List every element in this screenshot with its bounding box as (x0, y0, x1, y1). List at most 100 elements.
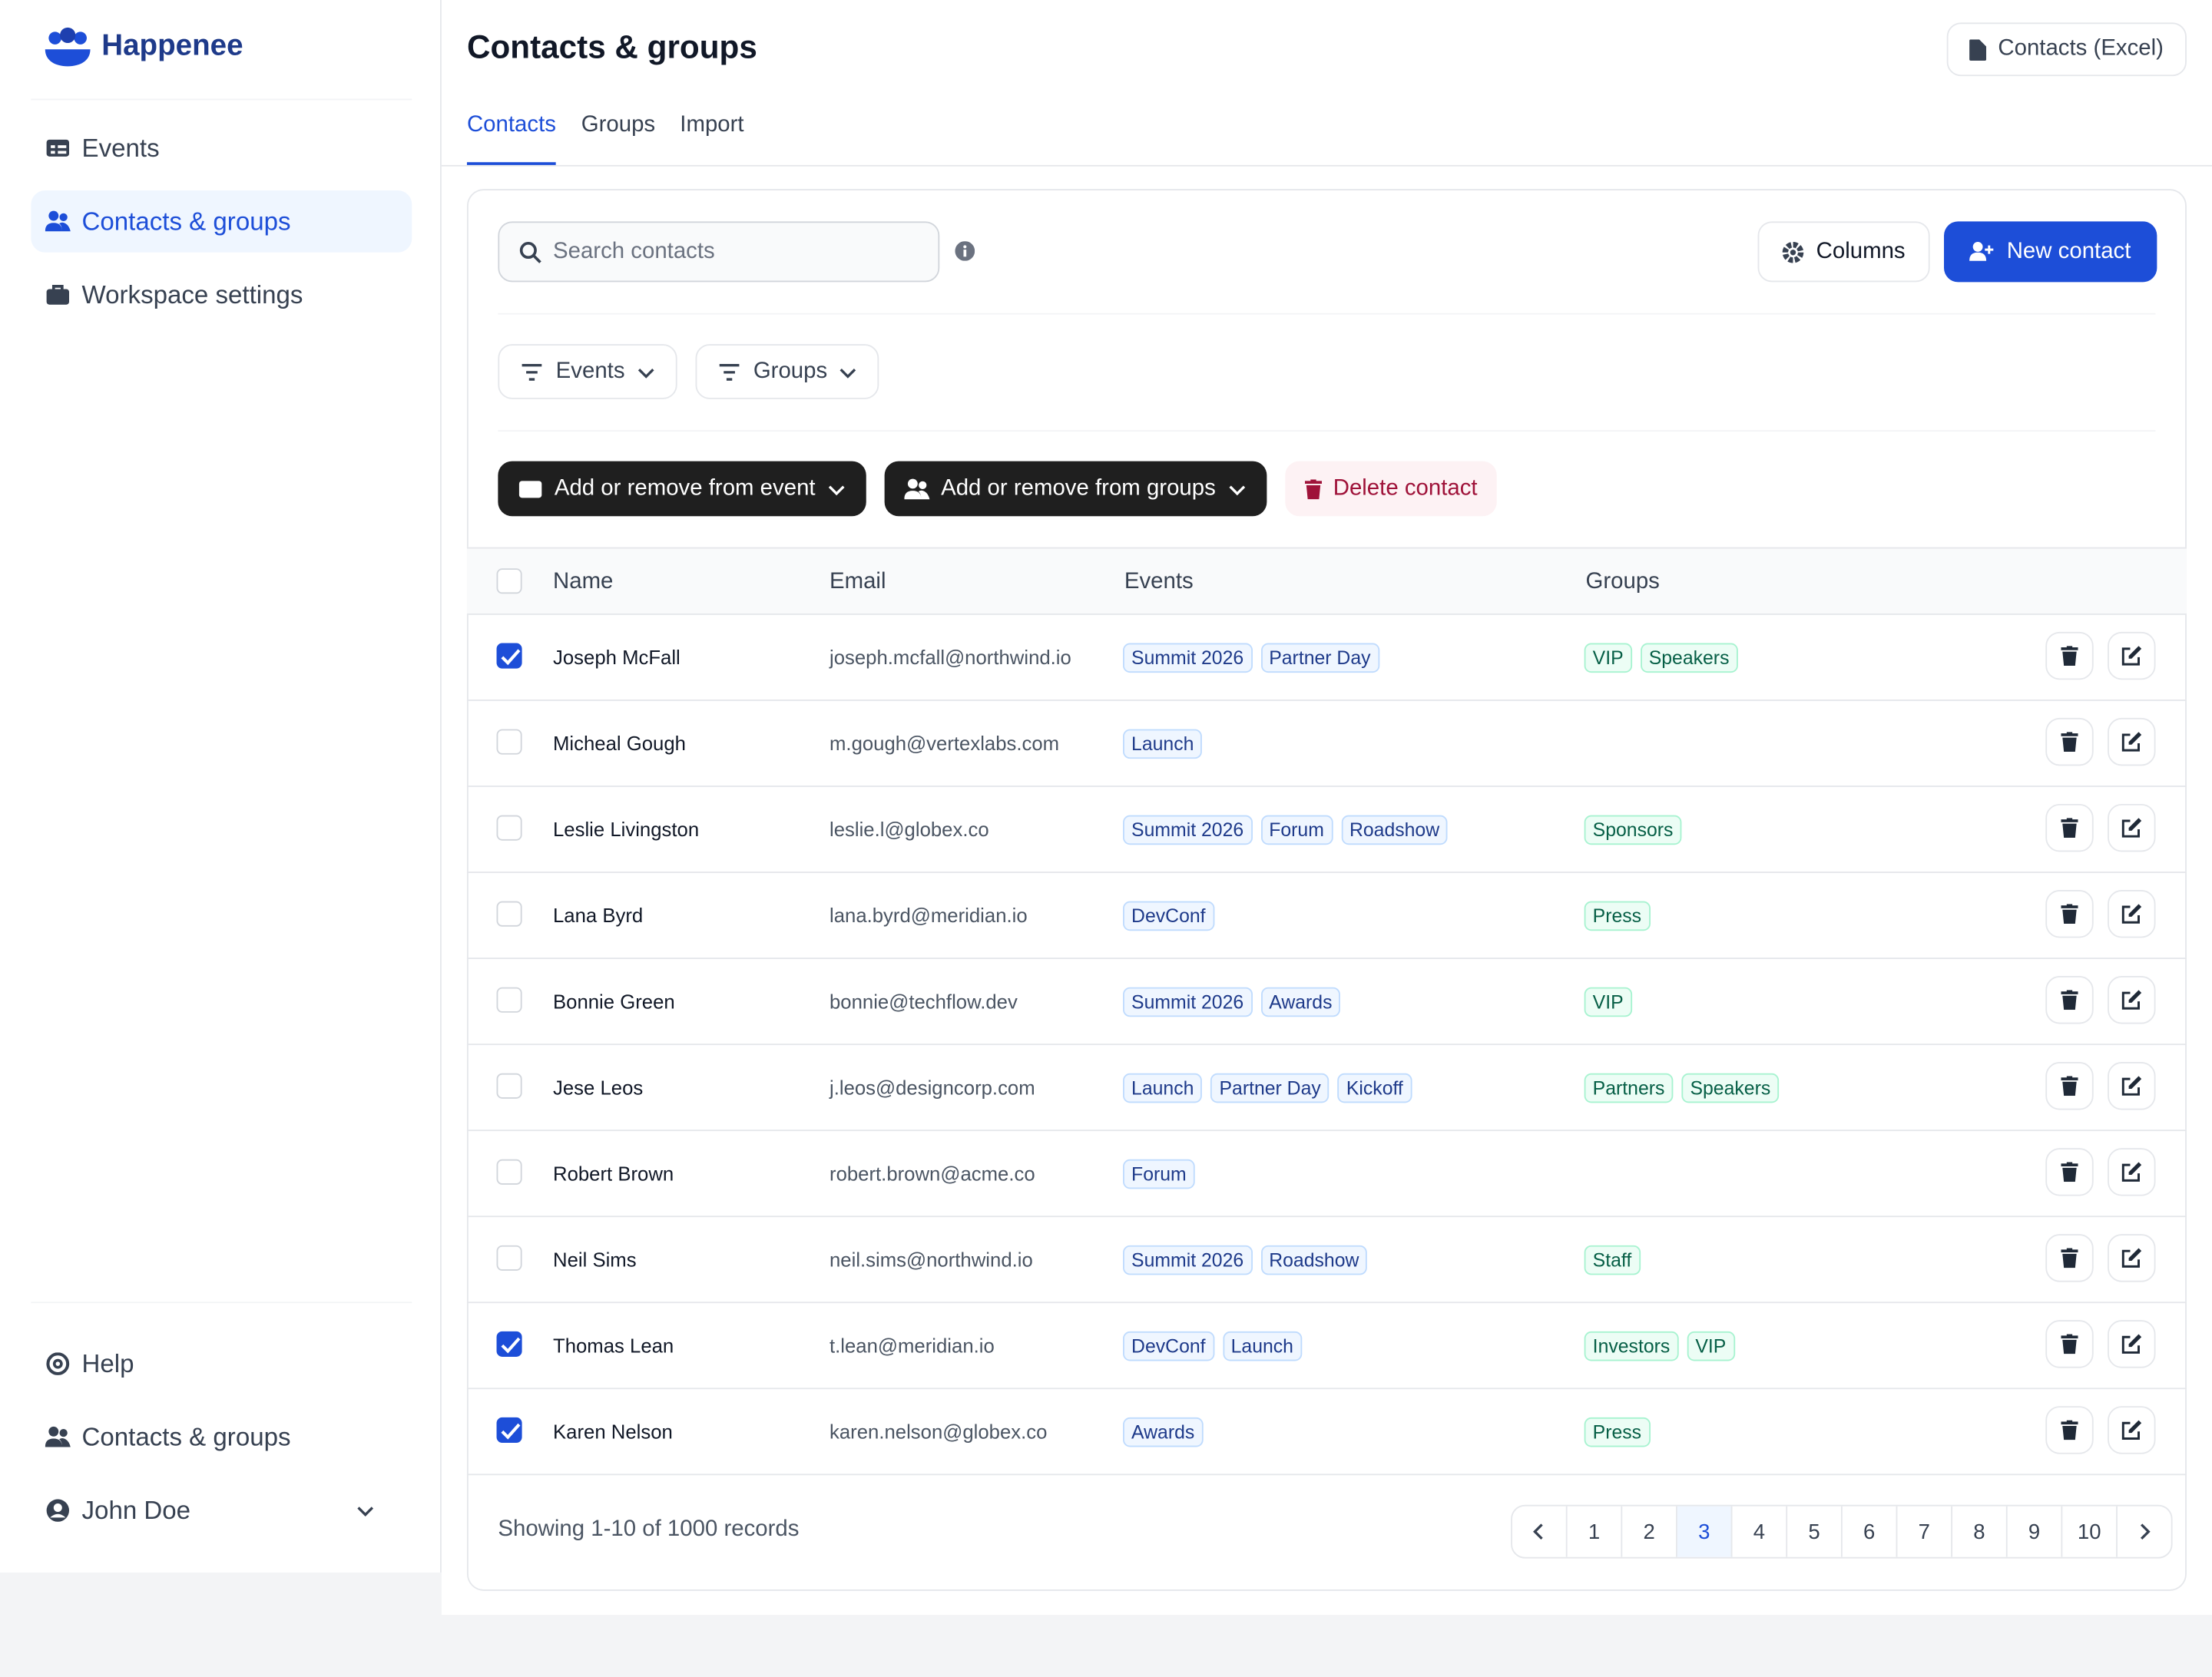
filter-icon (522, 363, 542, 380)
tab[interactable]: Import (680, 112, 744, 137)
delete-row-button[interactable] (2045, 1406, 2094, 1454)
contact-name: Karen Nelson (553, 1420, 673, 1443)
group-tag: Investors (1584, 1330, 1679, 1361)
user-chevron (341, 1502, 386, 1519)
contact-name: Micheal Gough (553, 732, 686, 755)
group-tag: VIP (1584, 642, 1632, 673)
new-contact-button[interactable]: New contact (1944, 221, 2157, 283)
next-page[interactable] (2118, 1507, 2171, 1557)
table-row: Leslie Livingston leslie.l@globex.co Summi… (466, 787, 2187, 873)
nav-item[interactable]: Contacts & groups (31, 1406, 412, 1468)
row-checkbox[interactable] (496, 1073, 522, 1099)
nav-item[interactable]: Help (31, 1333, 412, 1395)
page-number[interactable]: 5 (1787, 1506, 1843, 1557)
table-header: Name Email Events Groups (466, 547, 2187, 615)
row-checkbox[interactable] (496, 1245, 522, 1271)
row-checkbox[interactable] (496, 643, 522, 669)
edit-row-button[interactable] (2108, 717, 2156, 766)
group-tag: Partners (1584, 1072, 1674, 1103)
nav-item[interactable]: Contacts & groups (31, 190, 412, 253)
delete-row-button[interactable] (2045, 631, 2094, 680)
group-tags: Partners Speakers (1584, 1045, 1780, 1130)
delete-row-button[interactable] (2045, 1320, 2094, 1368)
edit-row-button[interactable] (2108, 976, 2156, 1024)
trash-icon (2061, 1076, 2078, 1096)
export-button[interactable]: Contacts (Excel) (1946, 22, 2187, 77)
edit-row-button[interactable] (2108, 1320, 2156, 1368)
nav-item[interactable]: Events (31, 117, 412, 179)
filter-button[interactable]: Groups (695, 344, 880, 399)
row-checkbox[interactable] (496, 729, 522, 755)
row-checkbox[interactable] (496, 815, 522, 841)
nav-item[interactable]: Workspace settings (31, 263, 412, 326)
page-number[interactable]: 3 (1677, 1506, 1733, 1557)
edit-icon (2121, 818, 2142, 838)
edit-row-button[interactable] (2108, 631, 2156, 680)
delete-row-button[interactable] (2045, 803, 2094, 852)
page-number[interactable]: 2 (1622, 1506, 1677, 1557)
row-checkbox[interactable] (496, 1331, 522, 1357)
edit-row-button[interactable] (2108, 803, 2156, 852)
event-tag: Summit 2026 (1123, 814, 1253, 845)
filter-button[interactable]: Events (498, 344, 677, 399)
edit-row-button[interactable] (2108, 889, 2156, 938)
page-number[interactable]: 6 (1843, 1506, 1898, 1557)
delete-row-button[interactable] (2045, 1234, 2094, 1282)
page-number[interactable]: 9 (2008, 1506, 2063, 1557)
event-tag: Partner Day (1260, 642, 1379, 673)
event-tag: Launch (1123, 1072, 1203, 1103)
search-input[interactable]: Search contacts (498, 221, 940, 283)
event-tags: Launch (1123, 701, 1203, 786)
edit-row-button[interactable] (2108, 1406, 2156, 1454)
brand[interactable]: Happenee (42, 25, 243, 68)
columns-button[interactable]: Columns (1757, 221, 1930, 283)
page-number[interactable]: 10 (2062, 1506, 2118, 1557)
edit-row-button[interactable] (2108, 1062, 2156, 1110)
select-all-checkbox[interactable] (496, 568, 522, 594)
filter-label: Groups (753, 359, 828, 383)
info-icon[interactable] (955, 241, 975, 261)
tab[interactable]: Groups (581, 112, 656, 137)
delete-row-button[interactable] (2045, 1062, 2094, 1110)
delete-row-button[interactable] (2045, 717, 2094, 766)
column-header: Email (830, 569, 886, 594)
prev-page[interactable] (1512, 1506, 1568, 1557)
divider (31, 98, 412, 101)
group-tags: Investors VIP (1584, 1303, 1735, 1388)
page-number[interactable]: 8 (1952, 1506, 2008, 1557)
check-icon (501, 1423, 521, 1440)
edit-row-button[interactable] (2108, 1234, 2156, 1282)
delete-row-button[interactable] (2045, 889, 2094, 938)
delete-row-button[interactable] (2045, 976, 2094, 1024)
brand-logo (45, 27, 91, 67)
tab[interactable]: Contacts (466, 113, 556, 165)
export-label: Contacts (Excel) (1998, 36, 2164, 61)
row-checkbox[interactable] (496, 1159, 522, 1185)
event-tag: Kickoff (1337, 1072, 1412, 1103)
bulk-action-button[interactable]: Add or remove from event (498, 461, 866, 517)
row-checkbox[interactable] (496, 987, 522, 1013)
table-row: Joseph McFall joseph.mcfall@northwind.io S… (466, 615, 2187, 701)
table-row: Neil Sims neil.sims@northwind.io Summit 20… (466, 1217, 2187, 1304)
event-tag: DevConf (1123, 1330, 1214, 1361)
user-menu[interactable]: John Doe (31, 1480, 412, 1542)
edit-icon (2121, 1076, 2142, 1096)
group-tags: Sponsors (1584, 787, 1682, 872)
page-number[interactable]: 1 (1568, 1506, 1623, 1557)
page-number[interactable]: 7 (1897, 1506, 1953, 1557)
delete-row-button[interactable] (2045, 1148, 2094, 1196)
page-number[interactable]: 4 (1733, 1506, 1788, 1557)
contact-email: m.gough@vertexlabs.com (830, 732, 1060, 755)
trash-icon (1304, 478, 1323, 499)
row-checkbox[interactable] (496, 901, 522, 927)
row-checkbox[interactable] (496, 1417, 522, 1443)
users-icon (904, 478, 930, 499)
bulk-action-button[interactable]: Add or remove from groups (884, 461, 1267, 517)
group-tag: Staff (1584, 1244, 1641, 1275)
edit-row-button[interactable] (2108, 1148, 2156, 1196)
table-row: Jese Leos j.leos@designcorp.com Launch Part… (466, 1045, 2187, 1132)
search-icon (519, 241, 541, 263)
bulk-action-button[interactable]: Delete contact (1285, 461, 1498, 517)
chevron-right (2140, 1523, 2151, 1540)
